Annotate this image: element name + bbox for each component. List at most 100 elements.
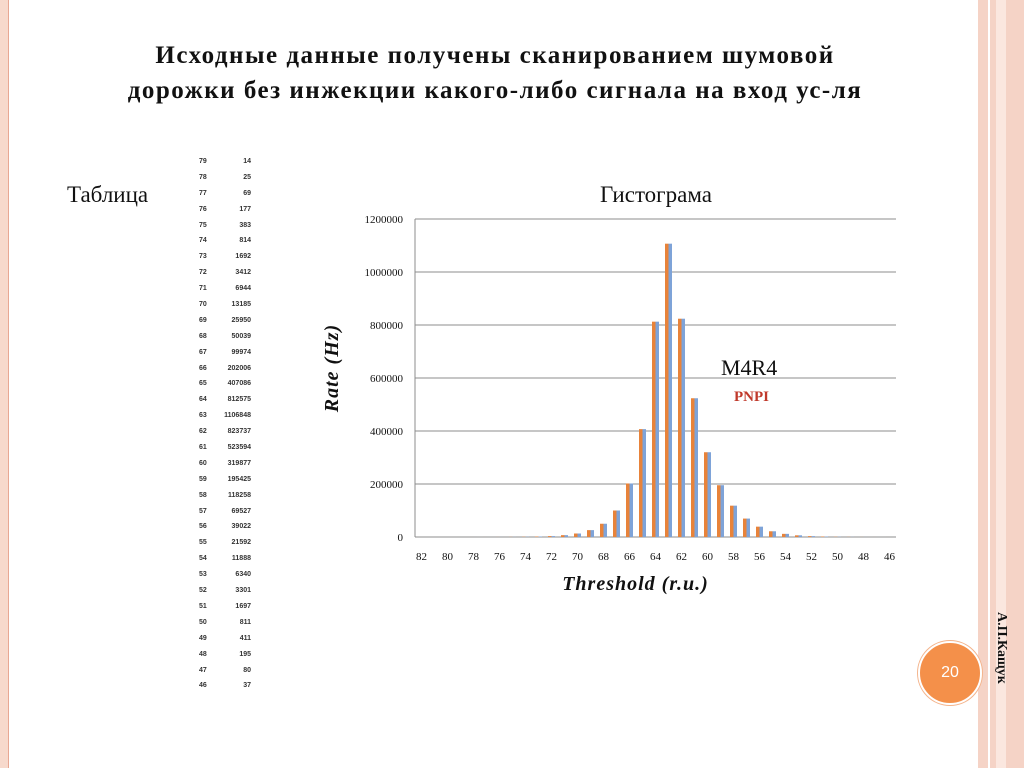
- table-row: 67 99974: [199, 349, 251, 365]
- table-cell-threshold: 68: [199, 332, 207, 340]
- table-row: 54 11888: [199, 555, 251, 571]
- bar-68-overlay: [603, 523, 607, 537]
- bar-69: [587, 530, 591, 537]
- table-cell-threshold: 51: [199, 602, 207, 610]
- annotation-sub: PNPI: [734, 389, 769, 405]
- table-row: 79 14: [199, 158, 251, 174]
- table-cell-threshold: 66: [199, 364, 207, 372]
- annotation-main: M4R4: [721, 355, 777, 380]
- table-cell-rate: 69527: [231, 507, 251, 515]
- y-tick-label: 400000: [370, 426, 404, 438]
- x-tick-label: 70: [572, 551, 584, 563]
- bar-67: [613, 510, 617, 537]
- table-row: 61 523594: [199, 444, 251, 460]
- bar-60-overlay: [707, 452, 711, 537]
- bar-68: [600, 523, 604, 537]
- bar-62: [678, 318, 682, 537]
- slide-title-line1: Исходные данные получены сканированием ш…: [155, 42, 835, 69]
- bar-71-overlay: [564, 535, 568, 537]
- table-cell-rate: 39022: [231, 523, 251, 531]
- table-cell-rate: 3301: [235, 587, 251, 595]
- table-cell-rate: 3412: [235, 269, 251, 277]
- data-table: 79 14 78 25 77 69 76 177 75 383 74 814 73 1692 72 3412 7…: [199, 158, 251, 698]
- table-cell-threshold: 46: [199, 682, 207, 690]
- table-cell-threshold: 64: [199, 396, 207, 404]
- bar-53: [795, 535, 799, 537]
- y-tick-label: 0: [398, 532, 404, 544]
- x-tick-label: 74: [520, 551, 532, 563]
- x-tick-label: 82: [416, 551, 427, 563]
- y-tick-label: 1000000: [365, 267, 404, 279]
- bar-66-overlay: [629, 483, 633, 537]
- table-row: 64 812575: [199, 396, 251, 412]
- table-cell-rate: 37: [243, 682, 251, 690]
- bar-55-overlay: [772, 531, 776, 537]
- table-row: 62 823737: [199, 428, 251, 444]
- bar-61-overlay: [694, 398, 698, 537]
- table-cell-rate: 202006: [227, 364, 251, 372]
- slide-title-line2: дорожки без инжекции какого-либо сигнала…: [127, 77, 863, 104]
- bar-64: [652, 321, 656, 537]
- table-cell-rate: 50039: [231, 332, 251, 340]
- table-cell-threshold: 53: [199, 571, 207, 579]
- page-number-badge: 20: [918, 641, 982, 705]
- table-cell-threshold: 61: [199, 444, 207, 452]
- table-row: 48 195: [199, 651, 251, 667]
- bar-65: [639, 429, 643, 537]
- table-cell-rate: 25: [243, 173, 251, 181]
- x-tick-label: 48: [858, 551, 870, 563]
- table-cell-rate: 1697: [235, 602, 251, 610]
- table-cell-threshold: 57: [199, 507, 207, 515]
- side-stripe: [996, 0, 1006, 768]
- x-tick-label: 46: [884, 551, 896, 563]
- x-tick-label: 50: [832, 551, 844, 563]
- bar-72: [548, 536, 552, 537]
- table-row: 46 37: [199, 682, 251, 698]
- table-cell-threshold: 78: [199, 173, 207, 181]
- table-row: 76 177: [199, 206, 251, 222]
- bar-56: [756, 526, 760, 537]
- table-cell-threshold: 73: [199, 253, 207, 261]
- bar-58: [730, 505, 734, 537]
- table-row: 53 6340: [199, 571, 251, 587]
- table-row: 55 21592: [199, 539, 251, 555]
- table-row: 56 39022: [199, 523, 251, 539]
- bar-54: [782, 533, 786, 537]
- x-tick-label: 62: [676, 551, 687, 563]
- table-cell-rate: 411: [239, 634, 251, 642]
- bar-52-overlay: [811, 536, 815, 537]
- bar-71: [561, 535, 565, 537]
- table-cell-threshold: 72: [199, 269, 207, 277]
- y-tick-label: 800000: [370, 320, 404, 332]
- table-cell-threshold: 50: [199, 618, 207, 626]
- bar-64-overlay: [655, 321, 659, 537]
- table-cell-rate: 177: [239, 205, 251, 213]
- table-cell-threshold: 63: [199, 412, 207, 420]
- table-cell-rate: 25950: [231, 316, 251, 324]
- table-row: 66 202006: [199, 365, 251, 381]
- y-tick-label: 1200000: [365, 214, 404, 226]
- table-cell-threshold: 48: [199, 650, 207, 658]
- side-decoration-bar: [978, 0, 1024, 768]
- x-tick-label: 60: [702, 551, 714, 563]
- bar-56-overlay: [759, 526, 763, 537]
- table-row: 69 25950: [199, 317, 251, 333]
- bar-60: [704, 452, 708, 537]
- table-row: 75 383: [199, 222, 251, 238]
- table-row: 73 1692: [199, 253, 251, 269]
- bar-55: [769, 531, 773, 537]
- table-cell-rate: 811: [239, 618, 251, 626]
- table-cell-rate: 118258: [228, 491, 251, 499]
- table-row: 49 411: [199, 635, 251, 651]
- x-tick-label: 56: [754, 551, 766, 563]
- bar-63-overlay: [668, 243, 672, 537]
- table-row: 50 811: [199, 619, 251, 635]
- table-label: Таблица: [67, 182, 149, 207]
- table-row: 51 1697: [199, 603, 251, 619]
- table-cell-threshold: 76: [199, 205, 207, 213]
- x-tick-label: 58: [728, 551, 740, 563]
- table-cell-threshold: 67: [199, 348, 207, 356]
- table-cell-threshold: 55: [199, 539, 207, 547]
- table-cell-rate: 99974: [231, 348, 251, 356]
- table-cell-rate: 319877: [227, 459, 251, 467]
